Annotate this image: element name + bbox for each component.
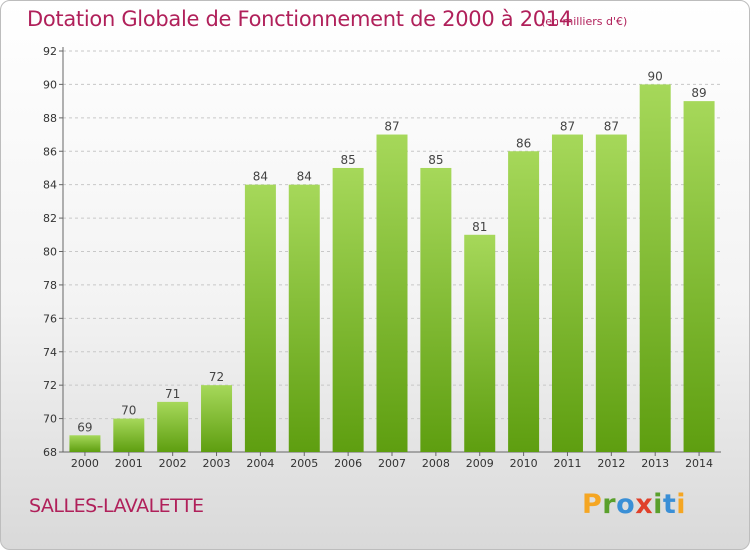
bar xyxy=(683,101,715,452)
x-tick-label: 2003 xyxy=(203,457,231,470)
y-tick-label: 80 xyxy=(43,246,57,259)
x-tick-label: 2001 xyxy=(115,457,143,470)
logo-letter: i xyxy=(653,489,663,520)
y-tick-label: 68 xyxy=(43,446,57,459)
bar xyxy=(464,234,496,452)
data-label: 90 xyxy=(648,69,663,83)
logo-letter: P xyxy=(582,489,603,520)
bar xyxy=(113,418,145,452)
bar xyxy=(288,184,320,452)
y-tick-label: 90 xyxy=(43,78,57,91)
logo-letter: t xyxy=(662,489,677,520)
data-label: 69 xyxy=(77,420,92,434)
bar xyxy=(201,385,233,452)
bar xyxy=(420,167,452,453)
y-tick-label: 92 xyxy=(43,45,57,58)
data-label: 71 xyxy=(165,387,180,401)
data-label: 87 xyxy=(384,120,399,134)
bar xyxy=(376,134,408,452)
data-label: 86 xyxy=(516,136,531,150)
bar xyxy=(551,134,583,452)
data-label: 84 xyxy=(253,170,268,184)
y-tick-label: 74 xyxy=(43,346,57,359)
bars xyxy=(69,84,715,453)
logo-letter: r xyxy=(602,489,617,520)
y-tick-label: 86 xyxy=(43,145,57,158)
data-label: 85 xyxy=(340,153,355,167)
x-tick-label: 2002 xyxy=(159,457,187,470)
data-label: 84 xyxy=(297,170,312,184)
bar xyxy=(244,184,276,452)
logo-letter: i xyxy=(676,489,687,520)
data-labels: 69 70 71 72 84 84 85 87 85 81 86 87 87 90 89 xyxy=(77,69,706,434)
data-label: 70 xyxy=(121,404,136,418)
y-tick-label: 82 xyxy=(43,212,57,225)
bar xyxy=(595,134,627,452)
bar-chart: 68 70 72 74 76 78 80 82 84 86 88 90 92 2000 2001 2002 20… xyxy=(43,45,721,470)
data-label: 89 xyxy=(691,86,706,100)
chart-title: Dotation Globale de Fonctionnement de 20… xyxy=(27,7,572,31)
y-tick-label: 88 xyxy=(43,112,57,125)
x-tick-label: 2012 xyxy=(597,457,625,470)
x-tick-label: 2010 xyxy=(510,457,538,470)
logo-letter: o xyxy=(616,489,636,520)
x-tick-label: 2009 xyxy=(466,457,494,470)
x-tick-label: 2008 xyxy=(422,457,450,470)
data-label: 72 xyxy=(209,370,224,384)
x-tick-label: 2000 xyxy=(71,457,99,470)
bar xyxy=(157,401,189,452)
y-tick-label: 84 xyxy=(43,179,57,192)
chart-subtitle: (en milliers d'€) xyxy=(541,15,628,28)
data-label: 85 xyxy=(428,153,443,167)
y-tick-label: 76 xyxy=(43,312,57,325)
x-tick-label: 2007 xyxy=(378,457,406,470)
bar xyxy=(332,167,364,453)
x-tick-label: 2013 xyxy=(641,457,669,470)
x-tick-label: 2004 xyxy=(246,457,274,470)
y-tick-label: 70 xyxy=(43,413,57,426)
logo-letter: x xyxy=(635,489,654,520)
data-label: 81 xyxy=(472,220,487,234)
y-tick-label: 78 xyxy=(43,279,57,292)
bar xyxy=(508,151,540,452)
data-label: 87 xyxy=(604,120,619,134)
x-tick-label: 2014 xyxy=(685,457,713,470)
y-tick-label: 72 xyxy=(43,379,57,392)
bar xyxy=(69,435,101,452)
x-tick-label: 2006 xyxy=(334,457,362,470)
commune-name: SALLES-LAVALETTE xyxy=(29,495,204,517)
proxiti-logo: Proxiti xyxy=(582,489,686,520)
data-label: 87 xyxy=(560,120,575,134)
bar xyxy=(639,84,671,453)
x-tick-label: 2005 xyxy=(290,457,318,470)
x-tick-label: 2011 xyxy=(553,457,581,470)
